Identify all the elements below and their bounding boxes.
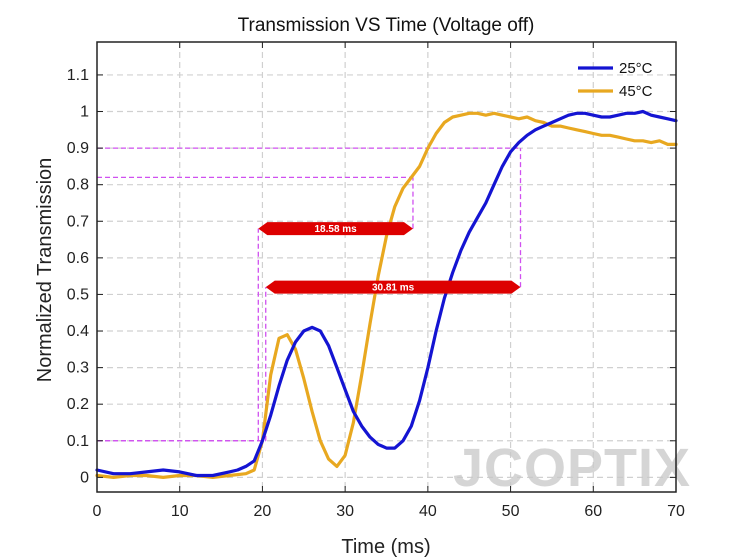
x-tick-label: 60 <box>584 503 602 520</box>
annotation-layer: 18.58 ms 30.81 ms <box>258 222 521 294</box>
duration-arrow <box>258 222 413 236</box>
plot-frame <box>96 41 677 493</box>
y-tick-label: 0 <box>80 469 89 486</box>
x-tick-label: 30 <box>336 503 354 520</box>
chart-title: Transmission VS Time (Voltage off) <box>238 15 535 36</box>
x-tick-label: 0 <box>93 503 102 520</box>
series-line-45CC <box>95 111 678 479</box>
grid-lines <box>97 42 676 492</box>
x-tick-label: 50 <box>502 503 520 520</box>
y-tick-label: 0.9 <box>67 140 89 157</box>
y-tick-label: 0.3 <box>67 360 89 377</box>
x-axis-label: Time (ms) <box>341 536 430 558</box>
watermark-logo: JCOPTIX <box>453 438 691 498</box>
y-tick-label: 0.4 <box>67 323 89 340</box>
y-tick-label: 0.7 <box>67 213 89 230</box>
y-tick-label: 1.1 <box>67 67 89 84</box>
x-tick-label: 20 <box>254 503 272 520</box>
series-lines <box>95 109 678 479</box>
duration-arrow <box>265 280 521 294</box>
guide-lines <box>97 147 522 442</box>
x-tick-label: 40 <box>419 503 437 520</box>
y-tick-label: 0.5 <box>67 286 89 303</box>
y-tick-label: 0.1 <box>67 433 89 450</box>
y-tick-label: 0.8 <box>67 177 89 194</box>
x-tick-label: 70 <box>667 503 685 520</box>
watermark-layer: JCOPTIX <box>453 438 691 498</box>
y-tick-label: 0.6 <box>67 250 89 267</box>
duration-label: 18.58 ms <box>314 224 357 235</box>
legend-label: 45°C <box>619 83 653 100</box>
legend-label: 25°C <box>619 60 653 77</box>
y-tick-label: 1 <box>80 104 89 121</box>
legend: 25°C 45°C <box>578 60 653 100</box>
axis-ticks: 0 10 20 30 40 50 60 70 0 0.1 0.2 0.3 0.4 0.5 0.6 0.7 0.8… <box>67 42 685 520</box>
series-line-25CC <box>95 109 678 478</box>
x-tick-label: 10 <box>171 503 189 520</box>
y-tick-label: 0.2 <box>67 396 89 413</box>
y-axis-label: Normalized Transmission <box>34 158 56 383</box>
duration-label: 30.81 ms <box>372 283 415 294</box>
